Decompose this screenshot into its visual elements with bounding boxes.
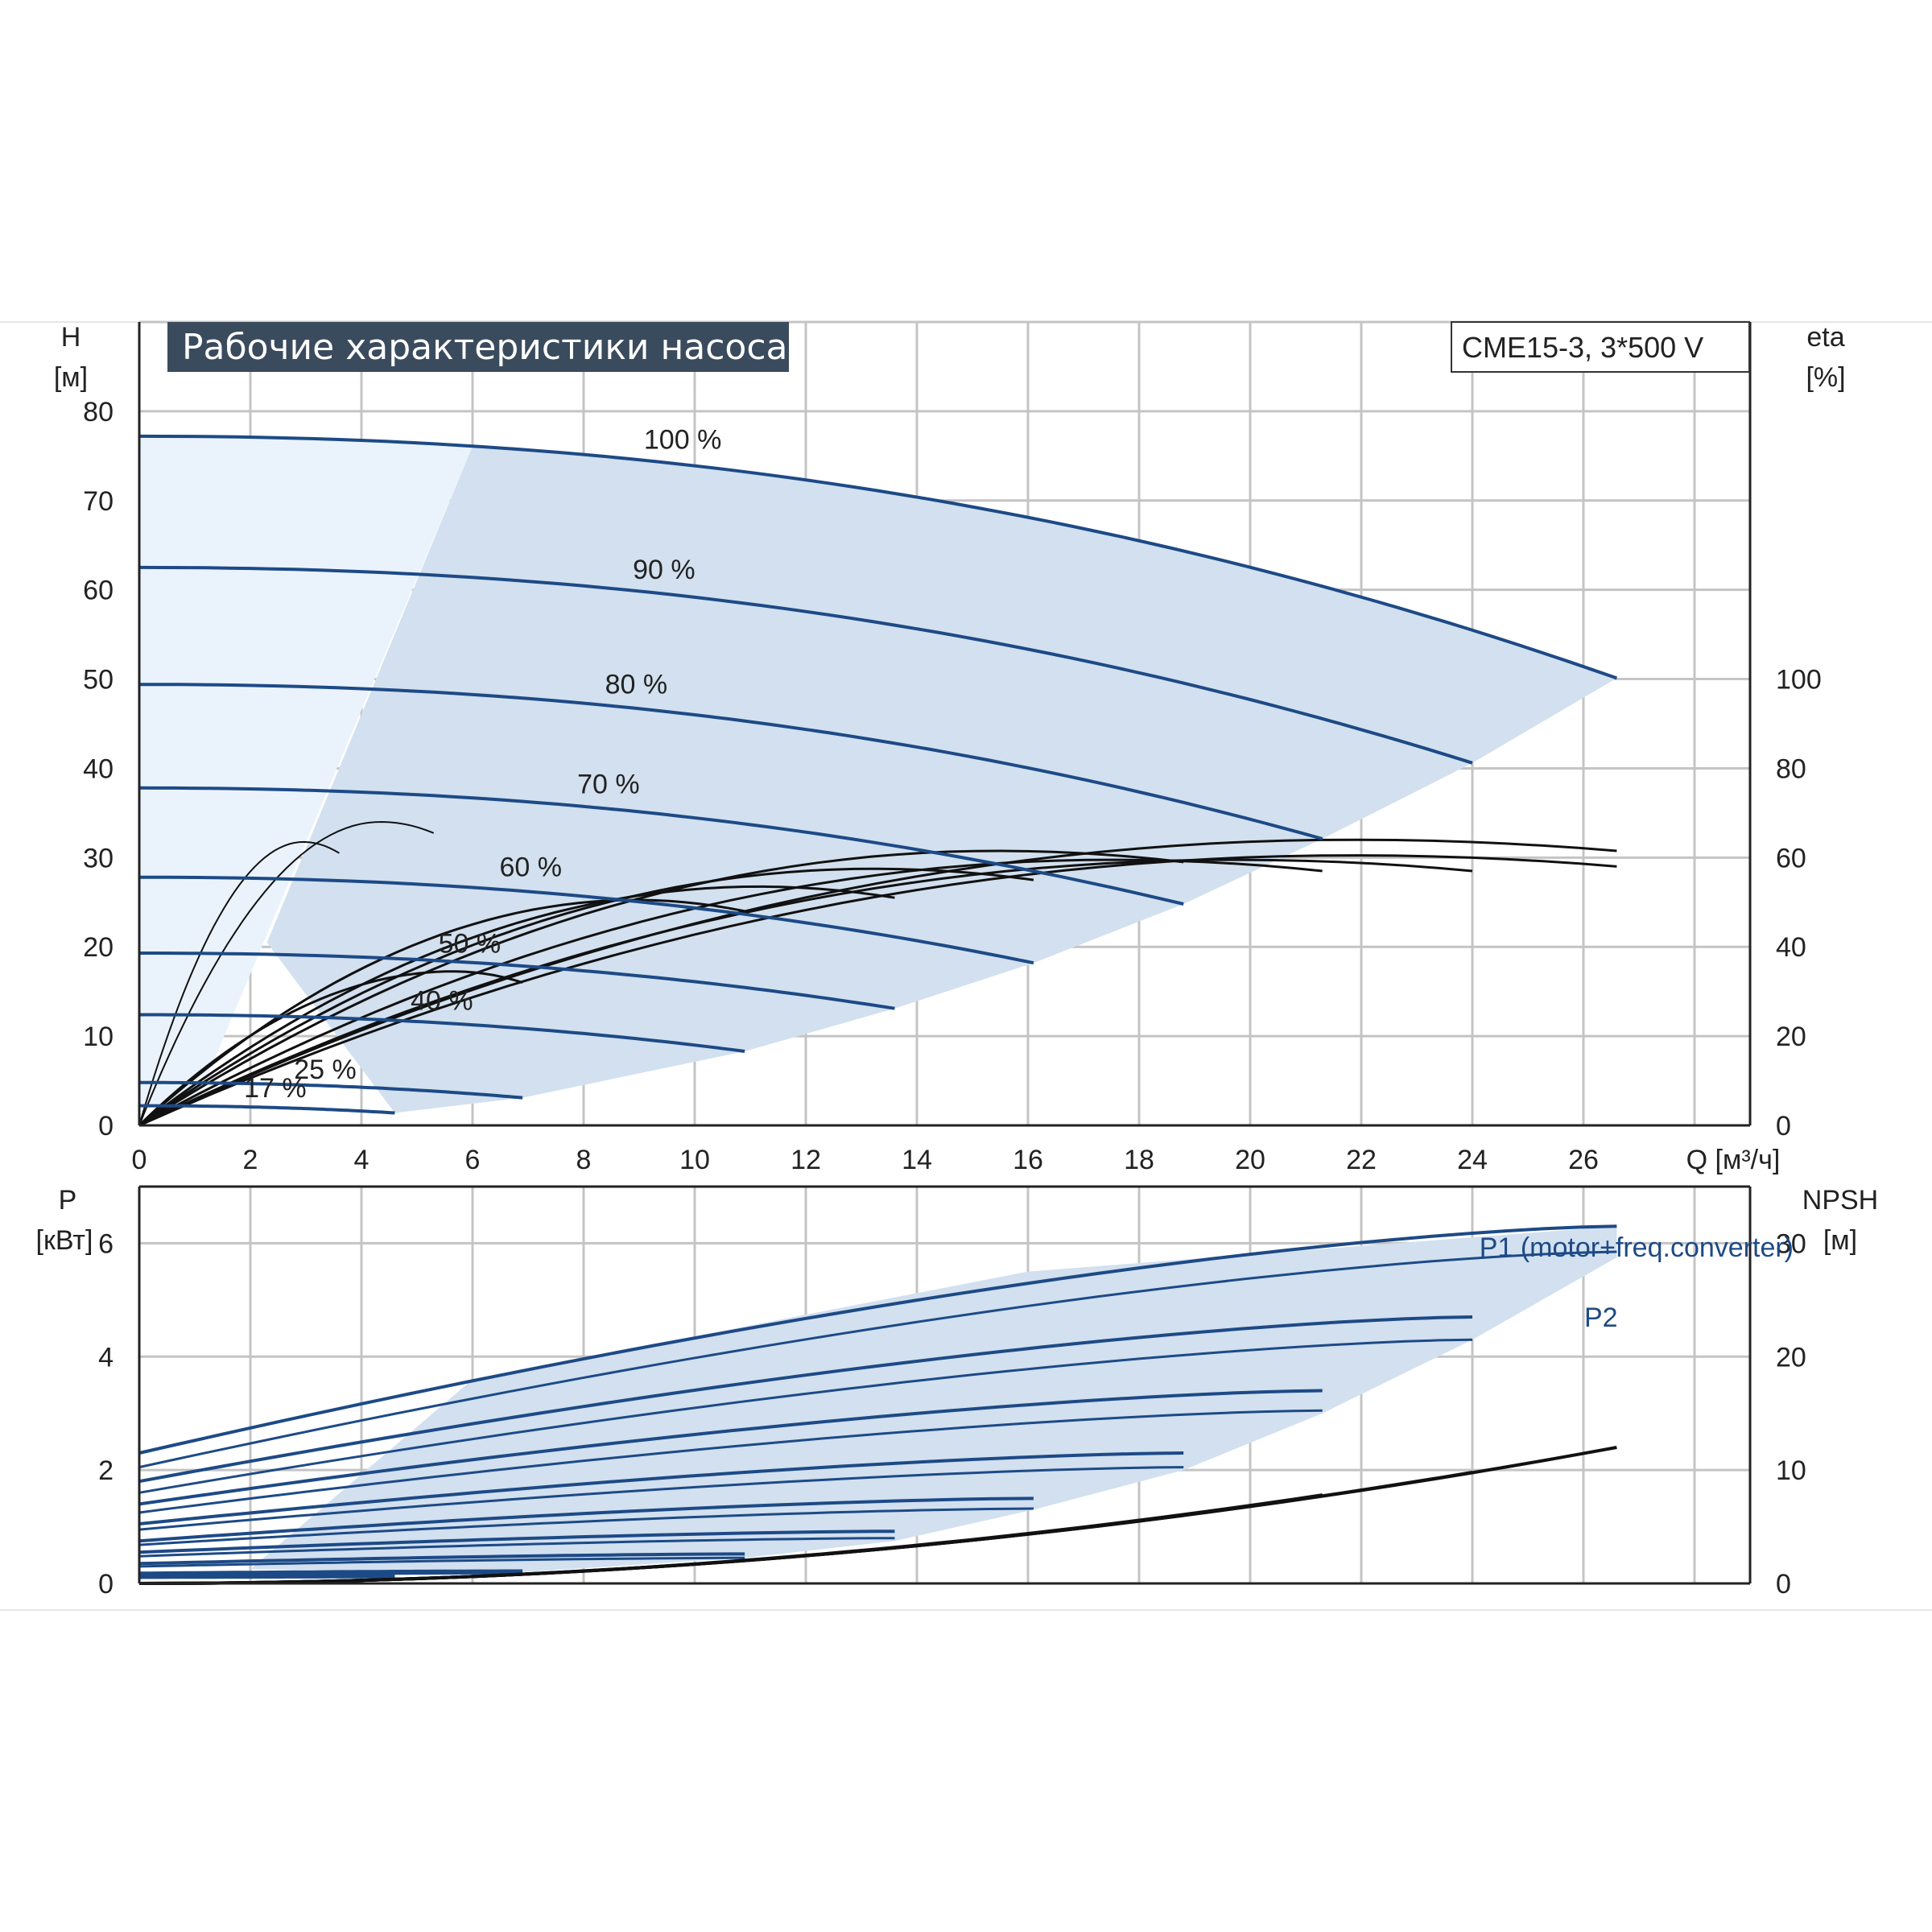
y-tick-label: 10 — [83, 1022, 114, 1052]
head-curve — [139, 683, 1323, 840]
head-curve — [138, 565, 1473, 765]
npsh-tick-label: 0 — [1776, 1569, 1791, 1600]
power-y-tick-label: 4 — [98, 1342, 114, 1373]
p2-curve — [138, 1556, 745, 1568]
power-axis-unit: [кВт] — [36, 1225, 93, 1256]
efficiency-curve — [138, 970, 523, 1127]
speed-label: 60 % — [500, 852, 563, 882]
y-tick-label: 40 — [83, 753, 114, 784]
head-curve — [139, 1013, 745, 1053]
x-tick-label: 8 — [576, 1145, 592, 1175]
power-operating-area — [250, 1226, 1617, 1572]
npsh-curve — [138, 1513, 1184, 1585]
p2-curve — [138, 1507, 1034, 1546]
npsh-tick-label: 20 — [1776, 1342, 1806, 1373]
power-y-tick-label: 0 — [98, 1569, 114, 1600]
x-tick-label: 18 — [1124, 1145, 1154, 1175]
head-plot: 100 %90 %80 %70 %60 %50 %40 %25 %17 %0 2 4… — [54, 320, 1846, 1175]
x-tick-label: 20 — [1235, 1145, 1265, 1175]
x-tick-label: 16 — [1013, 1145, 1043, 1175]
p2-curve — [138, 1537, 895, 1558]
x-tick-label: 0 — [132, 1145, 147, 1175]
p1-curve — [138, 1389, 1323, 1506]
chart-title: Рабочие характеристики насоса — [182, 327, 787, 368]
head-curve — [138, 434, 1618, 680]
npsh-tick-label: 30 — [1776, 1228, 1806, 1259]
p2-curve — [138, 1338, 1473, 1494]
speed-label: 100 % — [644, 424, 721, 455]
head-curve — [139, 1080, 523, 1100]
npsh-tick-label: 10 — [1776, 1455, 1806, 1486]
speed-label: 50 % — [439, 929, 502, 960]
efficiency-curve — [138, 840, 340, 1126]
head-curve — [139, 875, 1034, 965]
p1-curve — [138, 1224, 1617, 1455]
p1-curve — [138, 1496, 1034, 1543]
efficiency-curve — [138, 858, 1473, 1127]
x-tick-label: 26 — [1568, 1145, 1599, 1175]
head-curve — [139, 952, 895, 1010]
speed-label: 70 % — [577, 770, 640, 800]
y-tick-label: 50 — [83, 665, 114, 696]
x-tick-label: 6 — [465, 1145, 481, 1175]
npsh-axis-unit: [м] — [1823, 1225, 1857, 1256]
y2-tick-label: 0 — [1776, 1111, 1791, 1141]
y2-tick-label: 60 — [1776, 843, 1806, 873]
p2-curve — [138, 1466, 1184, 1531]
y2-axis-unit: [%] — [1806, 362, 1845, 393]
p1-curve — [138, 1569, 523, 1575]
speed-label: 17 % — [244, 1073, 307, 1104]
p1-curve — [138, 1315, 1473, 1484]
y2-tick-label: 80 — [1776, 753, 1806, 784]
x-tick-label: 22 — [1346, 1145, 1377, 1175]
y-tick-label: 70 — [83, 486, 114, 517]
x-tick-label: 14 — [902, 1145, 932, 1175]
y-tick-label: 60 — [83, 576, 114, 606]
y-axis-unit: [м] — [54, 362, 88, 393]
p2-series-label: P2 — [1584, 1302, 1618, 1333]
p2-curve — [138, 1575, 395, 1579]
p2-curve — [138, 1250, 1617, 1469]
y-axis-title: H — [61, 322, 81, 353]
efficiency-curve — [138, 858, 1323, 1127]
y2-tick-label: 100 — [1776, 665, 1822, 696]
operating-area — [266, 446, 1617, 1113]
model-label: CME15-3, 3*500 V — [1462, 331, 1703, 364]
p2-curve — [139, 1571, 523, 1576]
efficiency-curve — [138, 885, 895, 1127]
efficiency-curve — [138, 867, 1034, 1127]
y-tick-label: 0 — [98, 1111, 114, 1141]
p1-series-label: P1 (motor+freq.converter) — [1480, 1232, 1794, 1263]
chart-title-background — [167, 322, 789, 372]
speed-label: 40 % — [411, 986, 473, 1017]
speed-label: 90 % — [633, 555, 696, 585]
y2-axis-title: eta — [1806, 322, 1844, 353]
x-tick-label: 24 — [1457, 1145, 1488, 1175]
x-tick-label: 12 — [791, 1145, 821, 1175]
model-box — [1451, 321, 1750, 373]
p1-curve — [138, 1530, 895, 1554]
power-y-tick-label: 6 — [98, 1228, 114, 1259]
p1-curve — [138, 1552, 745, 1566]
x-axis-title: Q [м³/ч] — [1686, 1145, 1781, 1175]
p1-curve — [138, 1451, 1184, 1525]
power-plot: 0 2 4 6 0 10 20 30 P [кВт] NPSH [м] P1 (motor+freq.c… — [36, 1185, 1879, 1600]
p2-curve — [138, 1409, 1323, 1514]
power-axis-title: P — [59, 1185, 77, 1216]
x-tick-label: 2 — [243, 1145, 258, 1175]
y-tick-label: 30 — [83, 843, 114, 873]
head-curve — [138, 786, 1184, 906]
x-tick-label: 4 — [354, 1145, 369, 1175]
y2-tick-label: 40 — [1776, 932, 1806, 963]
speed-label: 25 % — [294, 1055, 357, 1085]
npsh-axis-title: NPSH — [1802, 1185, 1878, 1216]
y-tick-label: 80 — [83, 397, 114, 427]
speed-label: 80 % — [605, 669, 668, 700]
head-curve — [139, 1104, 395, 1115]
power-y-tick-label: 2 — [98, 1455, 114, 1486]
y-tick-label: 20 — [83, 932, 114, 963]
x-tick-label: 10 — [679, 1145, 710, 1175]
y2-tick-label: 20 — [1776, 1022, 1806, 1052]
